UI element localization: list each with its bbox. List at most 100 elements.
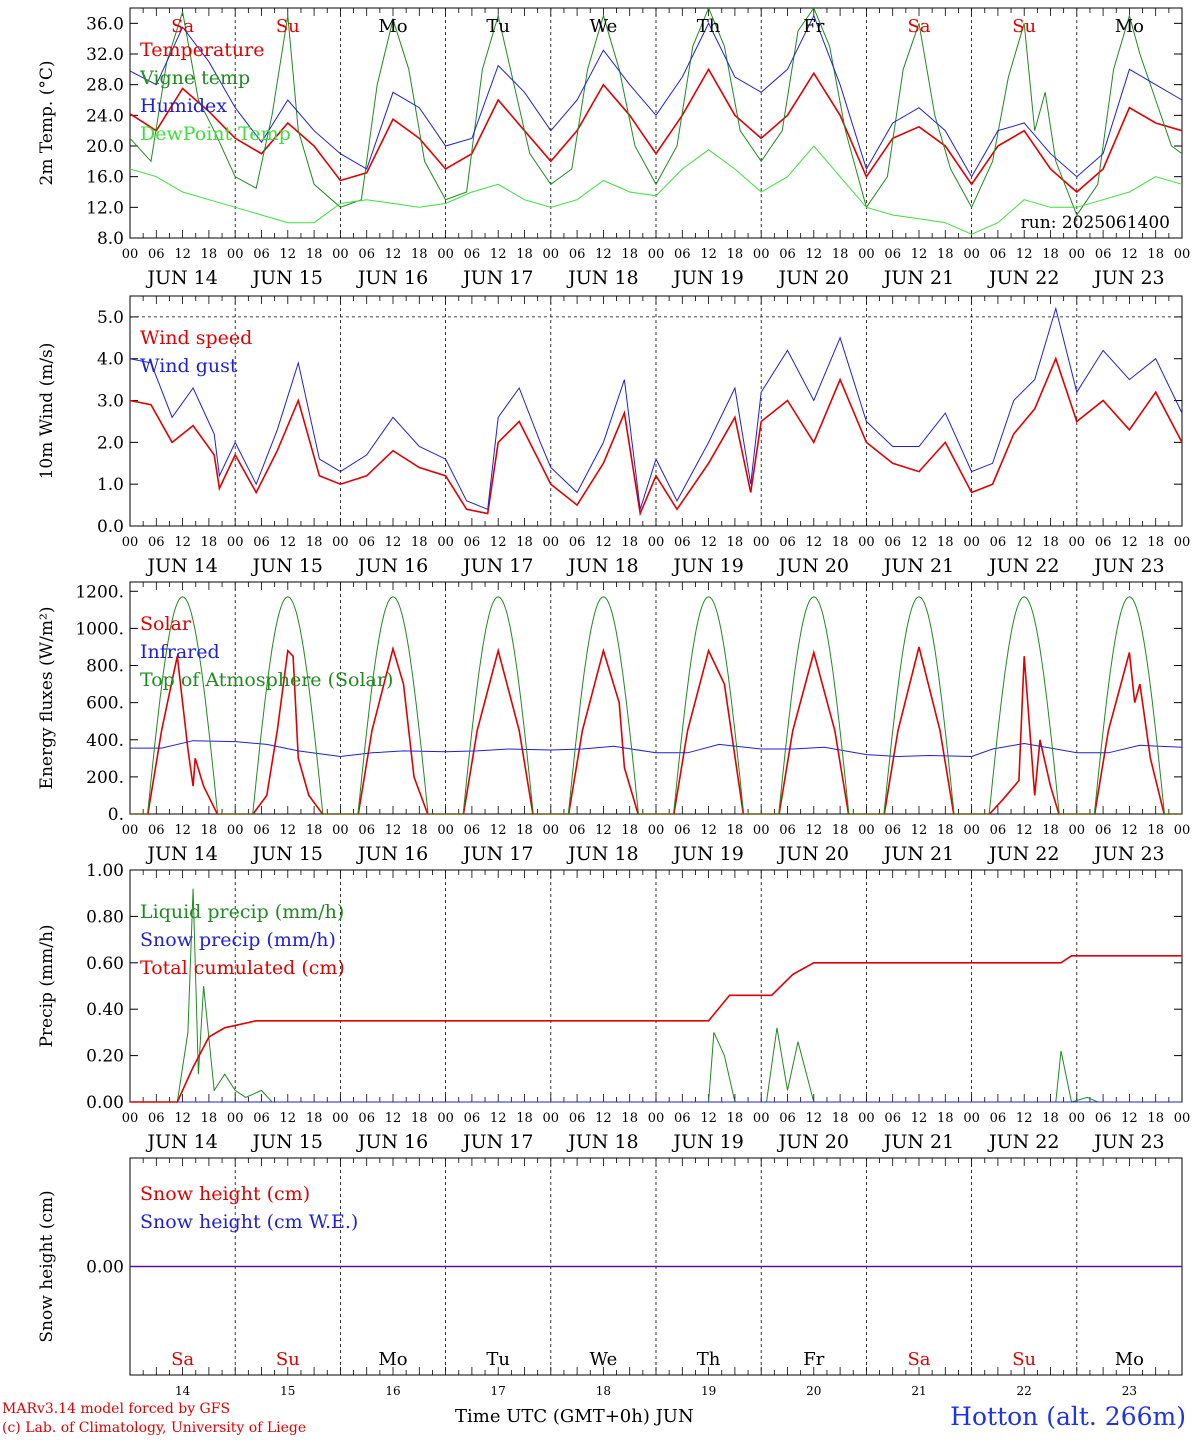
day-name-label: Mo — [1115, 16, 1144, 37]
date-label: JUN 22 — [987, 555, 1059, 577]
hour-label: 12 — [1016, 247, 1033, 262]
day-name-label: Sa — [171, 16, 194, 37]
date-label: JUN 16 — [356, 267, 428, 289]
hour-label: 06 — [569, 823, 586, 838]
station-label: Hotton (alt. 266m) — [950, 1402, 1186, 1431]
y-tick-label: 36.0 — [86, 14, 124, 34]
day-name-label: Mo — [1115, 1349, 1144, 1370]
date-label: JUN 22 — [987, 1131, 1059, 1153]
y-tick-label: 0.00 — [86, 1258, 124, 1278]
hour-label: 18 — [306, 535, 323, 550]
hour-label: 12 — [595, 535, 612, 550]
day-name-label: Su — [276, 16, 300, 37]
hour-label: 18 — [201, 535, 218, 550]
hour-label: 06 — [358, 535, 375, 550]
hour-label: 12 — [1121, 247, 1138, 262]
y-tick-label: 3.0 — [97, 392, 124, 412]
hour-label: 00 — [437, 1111, 454, 1126]
day-number-label: 14 — [175, 1384, 191, 1398]
y-axis-label: Precip (mm/h) — [37, 924, 57, 1047]
series-line-top-of-atmosphere-solar- — [130, 596, 1182, 815]
hour-label: 12 — [280, 535, 297, 550]
date-label: JUN 21 — [882, 843, 954, 865]
day-name-label: Mo — [378, 16, 407, 37]
date-label: JUN 14 — [145, 1131, 217, 1153]
hour-label: 06 — [253, 1111, 270, 1126]
hour-label: 06 — [358, 1111, 375, 1126]
hour-label: 18 — [621, 535, 638, 550]
hour-label: 12 — [806, 247, 823, 262]
hour-label: 18 — [1147, 535, 1164, 550]
hour-label: 06 — [464, 1111, 481, 1126]
hour-label: 18 — [727, 247, 744, 262]
hour-label: 00 — [332, 823, 349, 838]
date-label: JUN 19 — [671, 555, 743, 577]
day-number-label: 20 — [806, 1384, 821, 1398]
hour-label: 18 — [832, 535, 849, 550]
hour-label: 06 — [884, 823, 901, 838]
date-label: JUN 17 — [461, 1131, 533, 1153]
legend-entry: Wind speed — [140, 327, 252, 349]
legend-entry: Infrared — [140, 641, 220, 663]
hour-label: 00 — [1069, 247, 1086, 262]
hour-label: 18 — [727, 535, 744, 550]
series-line-dewpoint-temp — [129, 145, 1183, 235]
hour-label: 00 — [227, 823, 244, 838]
date-label: JUN 17 — [461, 267, 533, 289]
date-label: JUN 14 — [145, 555, 217, 577]
hour-label: 18 — [937, 247, 954, 262]
date-label: JUN 20 — [777, 843, 849, 865]
hour-label: 00 — [1174, 535, 1191, 550]
hour-label: 00 — [122, 823, 139, 838]
series-line-vigne-temp — [129, 6, 1183, 217]
hour-label: 00 — [648, 247, 665, 262]
hour-label: 00 — [122, 247, 139, 262]
hour-label: 18 — [516, 535, 533, 550]
hour-label: 00 — [227, 1111, 244, 1126]
hour-label: 18 — [727, 1111, 744, 1126]
hour-label: 12 — [174, 535, 191, 550]
hour-label: 06 — [779, 823, 796, 838]
series-line-total-cumulated-cm- — [130, 955, 1182, 1103]
hour-label: 18 — [201, 247, 218, 262]
hour-label: 18 — [621, 823, 638, 838]
date-label: JUN 14 — [145, 267, 217, 289]
hour-label: 12 — [1121, 823, 1138, 838]
hour-label: 06 — [1095, 823, 1112, 838]
date-label: JUN 23 — [1092, 1131, 1164, 1153]
hour-label: 06 — [1095, 1111, 1112, 1126]
legend-entry: Total cumulated (cm) — [140, 957, 345, 979]
hour-label: 12 — [280, 247, 297, 262]
hour-label: 00 — [543, 823, 560, 838]
hour-label: 00 — [963, 823, 980, 838]
date-label: JUN 19 — [671, 843, 743, 865]
date-label: JUN 21 — [882, 1131, 954, 1153]
hour-label: 18 — [727, 823, 744, 838]
model-credit: MARv3.14 model forced by GFS — [2, 1401, 231, 1417]
hour-label: 18 — [937, 535, 954, 550]
hour-label: 12 — [490, 247, 507, 262]
hour-label: 12 — [1016, 1111, 1033, 1126]
hour-label: 12 — [911, 535, 928, 550]
y-tick-label: 2.0 — [97, 433, 124, 453]
date-label: JUN 21 — [882, 267, 954, 289]
hour-label: 06 — [674, 247, 691, 262]
y-tick-label: 24.0 — [86, 106, 124, 126]
legend-entry: Snow height (cm) — [140, 1183, 310, 1205]
hour-label: 06 — [358, 823, 375, 838]
hour-label: 06 — [884, 247, 901, 262]
y-tick-label: 1.0 — [97, 475, 124, 495]
y-tick-label: 28.0 — [86, 76, 124, 96]
hour-label: 00 — [753, 823, 770, 838]
hour-label: 12 — [806, 1111, 823, 1126]
hour-label: 12 — [1016, 535, 1033, 550]
y-tick-label: 400. — [86, 731, 124, 751]
day-number-label: 22 — [1017, 1384, 1032, 1398]
y-tick-label: 20.0 — [86, 137, 124, 157]
legend-entry: Snow height (cm W.E.) — [140, 1211, 358, 1233]
hour-label: 06 — [990, 823, 1007, 838]
date-label: JUN 17 — [461, 555, 533, 577]
hour-label: 00 — [332, 535, 349, 550]
hour-label: 18 — [621, 1111, 638, 1126]
day-name-label: Tu — [486, 16, 510, 37]
